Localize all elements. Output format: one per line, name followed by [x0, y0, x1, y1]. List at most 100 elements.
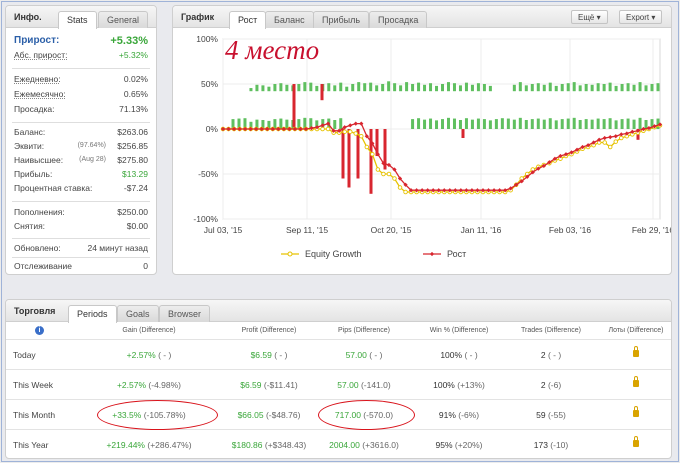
period-label: This Year [13, 440, 49, 450]
trading-panel: Торговля Periods Goals Browser i Gain (D… [5, 299, 672, 459]
trades-cell: 2 (-6) [501, 380, 601, 390]
equity-growth-point [353, 131, 359, 136]
withdrawals-row: Снятия: $0.00 [14, 221, 148, 233]
growth-point [248, 126, 253, 132]
profit-value: $13.29 [122, 169, 148, 179]
growth-point [436, 188, 441, 193]
tab-growth[interactable]: Рост [229, 11, 267, 29]
tab-balance[interactable]: Баланс [265, 11, 314, 28]
highest-date: (Aug 28) [79, 156, 106, 163]
profit-row: Прибыль: $13.29 [14, 169, 148, 181]
equity-growth-point [613, 139, 618, 144]
equity-growth-point [607, 144, 613, 150]
growth-point [386, 162, 392, 168]
col-pips: Pips (Difference) [337, 327, 390, 334]
export-button-label: Export [626, 13, 650, 22]
growth-point [652, 124, 657, 129]
export-button[interactable]: Export ▾ [619, 10, 663, 24]
tab-periods[interactable]: Periods [68, 305, 117, 323]
growth-point [508, 186, 513, 191]
bar-positive [267, 120, 271, 129]
win-difference: (+13%) [457, 380, 485, 390]
bar-positive [524, 120, 528, 129]
growth-point [364, 134, 369, 139]
lock-icon[interactable] [633, 436, 639, 447]
interest-value: -$7.24 [123, 183, 148, 193]
bar-positive [632, 119, 636, 129]
bar-positive [303, 117, 307, 129]
tab-drawdown[interactable]: Просадка [369, 11, 428, 28]
trades-difference: (-10) [550, 440, 569, 450]
bar-positive-top [279, 83, 283, 92]
tab-browser[interactable]: Browser [159, 305, 211, 322]
gain-cell: +2.57% (-4.98%) [89, 380, 209, 390]
bar-positive-top [315, 85, 319, 92]
bar-negative [383, 129, 387, 170]
win-value: 91% [438, 410, 456, 420]
bar-positive [470, 119, 474, 129]
deposits-value: $250.00 [117, 207, 148, 217]
tab-goals[interactable]: Goals [117, 305, 159, 322]
bar-positive-top [261, 85, 265, 92]
growth-point [519, 179, 524, 184]
lock-icon[interactable] [633, 376, 639, 387]
equity-growth-point [359, 133, 364, 139]
tab-profit[interactable]: Прибыль [313, 11, 370, 28]
bar-positive-top [249, 88, 253, 92]
bar-positive-top [656, 83, 660, 92]
bar-positive-top [351, 84, 355, 92]
balance-label: Баланс: [14, 127, 46, 137]
growth-point [237, 126, 242, 132]
tab-general[interactable]: General [98, 11, 149, 28]
lock-icon[interactable] [633, 346, 639, 357]
growth-point [613, 134, 618, 139]
tracking-row: Отслеживание 0 [14, 261, 148, 273]
info-icon[interactable]: i [35, 326, 44, 335]
growth-point [480, 188, 486, 193]
bar-positive-top [285, 84, 289, 92]
x-tick-label: Feb 03, '16 [549, 225, 592, 235]
col-lots: Лоты (Difference) [608, 327, 664, 334]
bar-positive-top [572, 82, 576, 92]
growth-point [276, 126, 281, 132]
lock-icon[interactable] [633, 406, 639, 417]
win-cell: 100% (+13%) [409, 380, 509, 390]
equity-growth-point [342, 129, 347, 134]
x-tick-label: Jan 11, '16 [461, 225, 502, 235]
col-gain: Gain (Difference) [122, 327, 176, 334]
gain-value: +2.57% [126, 350, 156, 360]
win-cell: 91% (-6%) [409, 410, 509, 420]
bar-positive [542, 119, 546, 129]
bar-positive-top [524, 85, 528, 92]
divider [12, 122, 150, 123]
growth-point [348, 123, 353, 128]
growth-point [420, 188, 425, 193]
win-value: 95% [435, 440, 453, 450]
bar-positive-top [614, 85, 618, 92]
legend-label: Рост [447, 249, 466, 259]
profit-difference: ( - ) [274, 350, 288, 360]
equity-label: Эквити: [14, 141, 45, 151]
growth-point [292, 126, 298, 132]
growth-point [392, 167, 397, 172]
equity-growth-point [347, 129, 353, 134]
x-axis-ticks: Jul 03, '15 Sep 11, '15 Oct 20, '15 Jan 11,… [204, 225, 671, 235]
growth-point [309, 125, 314, 131]
updated-value: 24 минут назад [87, 243, 148, 253]
growth-point [298, 126, 303, 132]
growth-point [624, 131, 629, 136]
chevron-down-icon: ▾ [596, 13, 601, 22]
tab-stats[interactable]: Stats [58, 11, 97, 29]
y-tick-label: 100% [196, 34, 218, 44]
growth-point [514, 182, 519, 187]
growth-point [447, 188, 452, 193]
info-panel: Инфо. Stats General Прирост: +5.33% Абс.… [5, 5, 157, 275]
growth-point [408, 188, 414, 193]
table-row: Today +2.57% ( - ) $6.59 ( - ) 57.00 ( -… [6, 339, 671, 369]
chart-panel-header: График Рост Баланс Прибыль Просадка Ещё … [173, 6, 671, 29]
divider [12, 238, 150, 239]
gain-cell: +219.44% (+286.47%) [89, 440, 209, 450]
trades-value: 2 [540, 380, 546, 390]
bar-positive-top [405, 82, 409, 92]
more-button[interactable]: Ещё ▾ [571, 10, 608, 24]
